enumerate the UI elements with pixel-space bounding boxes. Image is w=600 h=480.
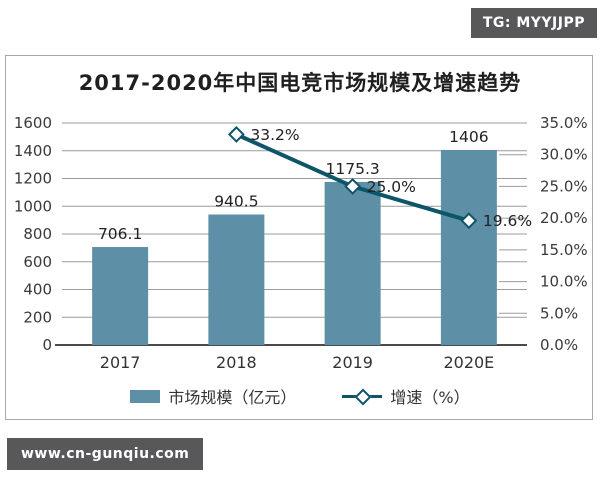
legend-item-market-size: 市场规模（亿元） xyxy=(130,384,296,408)
left-axis-tick-label: 400 xyxy=(23,281,52,299)
bar-2017 xyxy=(92,247,149,345)
bar-2018 xyxy=(208,214,265,345)
left-axis-tick-label: 600 xyxy=(23,253,52,271)
left-axis-tick-label: 800 xyxy=(23,225,52,243)
left-axis-tick-label: 200 xyxy=(23,308,52,326)
x-axis-label-2020E: 2020E xyxy=(443,353,494,372)
line-value-label: 19.6% xyxy=(483,212,532,230)
right-axis-tick-label: 30.0% xyxy=(540,146,588,164)
watermark-text: www.cn-gunqiu.com xyxy=(21,446,190,462)
right-axis-tick-label: 15.0% xyxy=(540,241,588,259)
chart-legend: 市场规模（亿元） 增速（%） xyxy=(0,384,600,408)
left-axis-tick-label: 0 xyxy=(42,336,52,354)
right-axis-tick-label: 35.0% xyxy=(540,114,588,132)
x-axis-label-2019: 2019 xyxy=(332,353,373,372)
bar-series-swatch xyxy=(130,389,161,403)
right-axis-tick-label: 25.0% xyxy=(540,177,588,195)
right-axis-tick-label: 10.0% xyxy=(540,273,588,291)
line-marker-2019 xyxy=(344,178,362,195)
telegram-badge: TG: MYYJJPP xyxy=(470,8,597,38)
bar-2019 xyxy=(324,181,381,345)
watermark: www.cn-gunqiu.com xyxy=(7,438,204,470)
legend-label-growth-rate: 增速（%） xyxy=(390,388,470,407)
left-axis-tick-label: 1600 xyxy=(14,114,52,132)
line-series-swatch xyxy=(342,388,383,406)
right-axis-tick-label: 20.0% xyxy=(540,209,588,227)
bar-value-label: 1175.3 xyxy=(326,160,380,178)
line-value-label: 25.0% xyxy=(367,178,416,196)
bar-2020E xyxy=(440,149,497,345)
legend-item-growth-rate: 增速（%） xyxy=(342,384,470,408)
left-axis-tick-label: 1400 xyxy=(14,142,52,160)
bar-value-label: 1406 xyxy=(449,128,488,146)
bar-value-label: 706.1 xyxy=(98,225,142,243)
x-axis-label-2017: 2017 xyxy=(100,353,141,372)
x-axis-label-2018: 2018 xyxy=(216,353,257,372)
line-marker-2018 xyxy=(227,126,245,143)
telegram-badge-text: TG: MYYJJPP xyxy=(482,15,585,31)
chart-title: 2017-2020年中国电竞市场规模及增速趋势 xyxy=(78,71,522,95)
right-axis-tick-label: 5.0% xyxy=(540,304,578,322)
bar-value-label: 940.5 xyxy=(214,193,258,211)
diamond-marker-icon xyxy=(354,388,372,406)
left-axis-tick-label: 1000 xyxy=(14,197,52,215)
left-axis-tick-label: 1200 xyxy=(14,170,52,188)
line-value-label: 33.2% xyxy=(250,126,299,144)
right-axis-tick-label: 0.0% xyxy=(540,336,578,354)
line-marker-2020E xyxy=(460,212,478,230)
legend-label-market-size: 市场规模（亿元） xyxy=(168,388,297,407)
